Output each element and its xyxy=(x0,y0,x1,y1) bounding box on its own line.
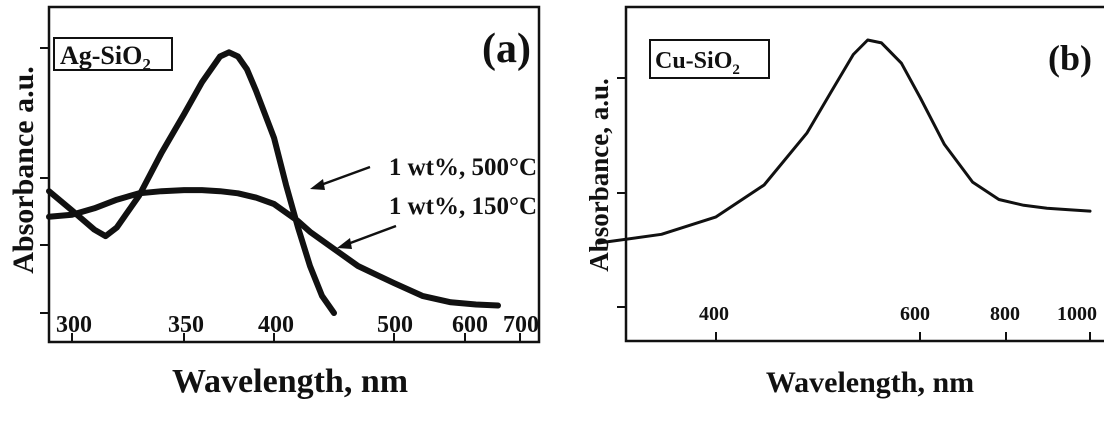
panel-b-xlabel: Wavelength, nm xyxy=(766,366,974,399)
panel-b-xtick-label: 600 xyxy=(900,303,930,325)
panel-b-material-label: Cu-SiO2 xyxy=(655,48,740,78)
panel-a-ylabel: Absorbance a.u. xyxy=(7,66,40,274)
panel-b-xtick-label: 1000 xyxy=(1057,303,1097,325)
panel-b-frame xyxy=(624,5,1104,343)
panel-a-xtick-label: 400 xyxy=(258,312,294,338)
panel-b: 400 600 800 1000 Cu-SiO2 (b) Wavelength,… xyxy=(584,5,1104,399)
annotation-arrow-500C xyxy=(310,165,371,190)
panel-a-material-box xyxy=(53,37,173,71)
annotation-500C: 1 wt%, 500°C xyxy=(389,154,537,181)
panel-a-xtick-label: 350 xyxy=(168,312,204,338)
arrowhead xyxy=(337,238,352,249)
panel-a-xtick-label: 600 xyxy=(452,312,488,338)
panel-a-xtick-label: 500 xyxy=(377,312,413,338)
panel-a-xlabel: Wavelength, nm xyxy=(172,363,408,400)
panel-b-xtick-label: 400 xyxy=(699,303,729,325)
panel-a: 300 350 400 500 600 700 Ag-SiO2 (a) 1 wt… xyxy=(7,5,541,400)
panel-b-xticks xyxy=(715,332,1091,341)
arrow-line xyxy=(317,165,371,188)
panel-a-xtick-label: 300 xyxy=(56,312,92,338)
series-line-500C xyxy=(46,49,337,316)
panel-a-frame xyxy=(47,5,541,344)
panel-a-material-label: Ag-SiO2 xyxy=(60,41,151,74)
panel-a-xticks xyxy=(71,333,521,342)
panel-b-label: (b) xyxy=(1048,38,1092,78)
panel-b-xtick-label: 800 xyxy=(990,303,1020,325)
arrowhead xyxy=(310,179,325,190)
panel-a-xtick-label: 700 xyxy=(503,312,539,338)
series-line-150C xyxy=(46,187,501,309)
annotation-arrow-150C xyxy=(337,224,397,249)
panel-a-label: (a) xyxy=(482,26,531,72)
arrow-line xyxy=(344,224,397,247)
annotation-150C: 1 wt%, 150°C xyxy=(389,193,537,220)
panel-b-ylabel: Absorbance, a.u. xyxy=(584,78,614,272)
series-line-cu xyxy=(597,38,1092,245)
panel-b-material-box xyxy=(649,39,770,79)
